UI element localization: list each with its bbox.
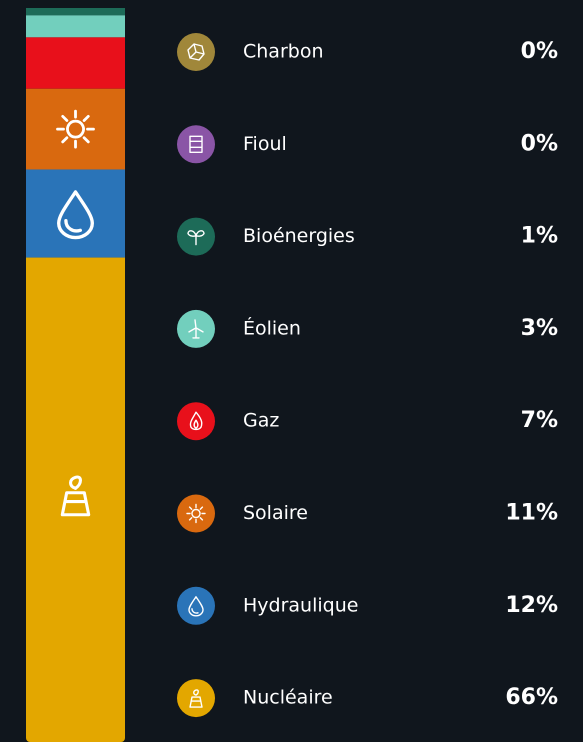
legend-label: Charbon <box>243 41 324 63</box>
bar-segment <box>26 15 125 38</box>
bar-segment <box>26 37 125 89</box>
legend-icon <box>189 689 203 708</box>
stacked-bar <box>26 8 125 742</box>
legend-label: Solaire <box>243 502 308 524</box>
legend-icon <box>187 230 205 246</box>
legend-icon <box>189 135 203 154</box>
segment-icon <box>56 109 95 149</box>
legend-icon <box>189 411 203 431</box>
value-label: 1% <box>521 224 558 249</box>
value-label: 12% <box>505 593 558 618</box>
segment-icon <box>60 475 91 517</box>
value-label: 0% <box>521 131 558 156</box>
legend-icon <box>187 43 205 61</box>
legend-icon <box>188 319 204 339</box>
value-label: 7% <box>521 408 558 433</box>
legend-label: Fioul <box>243 133 287 155</box>
legend-label: Éolien <box>243 316 301 339</box>
value-label: 3% <box>521 316 558 341</box>
legend: Charbon 0% Fioul 0% Bioénergies 1% Éolien 3% Gaz… <box>177 33 558 718</box>
bar-segment <box>26 257 125 742</box>
legend-swatch <box>177 125 215 164</box>
value-label: 11% <box>505 501 558 526</box>
legend-swatch <box>177 494 215 533</box>
legend-swatch <box>177 586 215 625</box>
legend-label: Bioénergies <box>243 225 355 247</box>
value-label: 66% <box>505 685 558 710</box>
bar-segment <box>26 8 125 16</box>
legend-icon <box>188 596 204 617</box>
legend-label: Nucléaire <box>243 687 333 709</box>
segment-icon <box>57 190 94 240</box>
legend-label: Gaz <box>243 410 279 432</box>
legend-icon <box>186 503 206 524</box>
bar-segment <box>26 88 125 170</box>
bar-segment <box>26 169 125 258</box>
legend-label: Hydraulique <box>243 594 358 616</box>
legend-swatch <box>177 679 215 718</box>
value-label: 0% <box>521 39 558 64</box>
